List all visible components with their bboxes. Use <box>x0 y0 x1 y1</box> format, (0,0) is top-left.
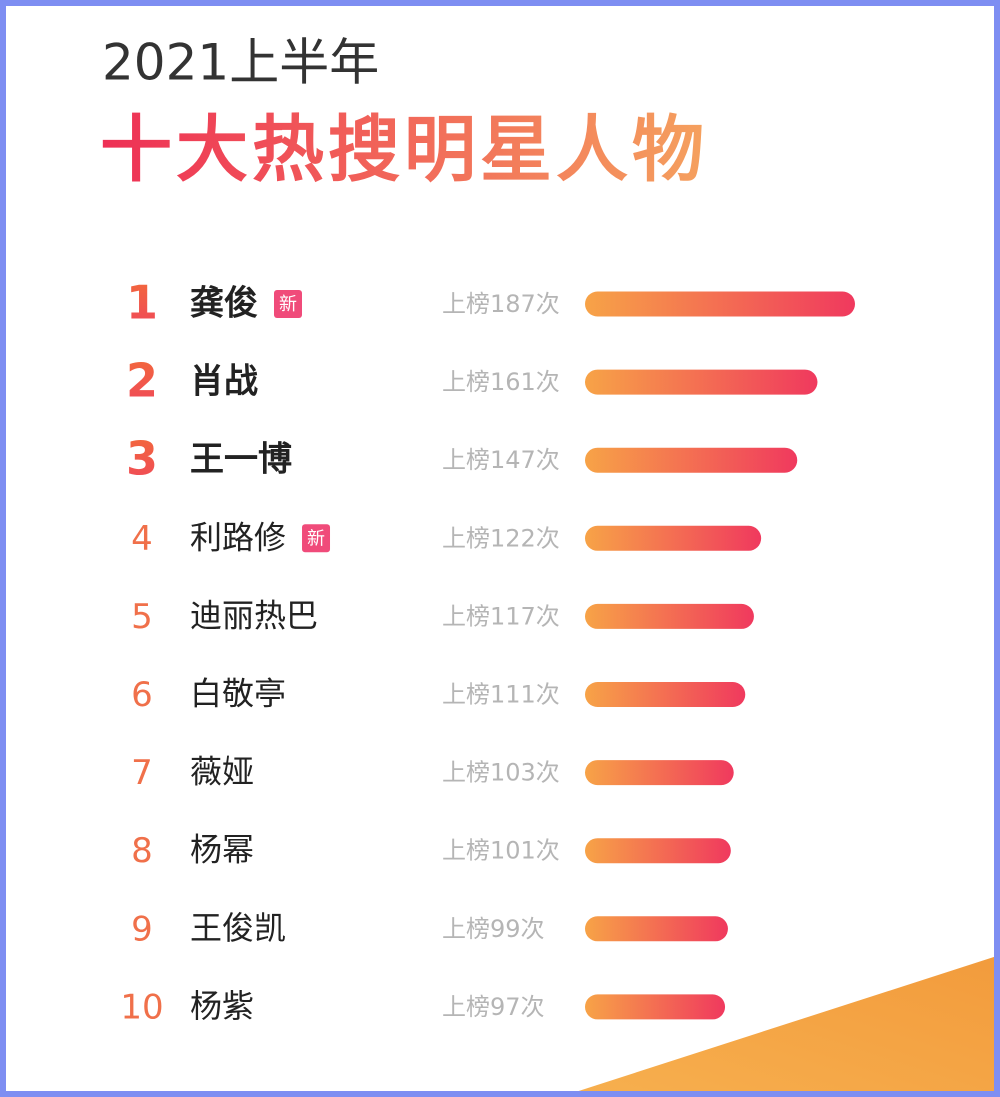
rank: 10 <box>120 987 163 1027</box>
value-label: 上榜187次 <box>442 290 560 318</box>
value-label: 上榜111次 <box>442 681 560 709</box>
badge-bg <box>274 290 302 318</box>
bar <box>585 447 798 473</box>
name: 杨紫 <box>190 987 254 1025</box>
value-label: 上榜99次 <box>442 915 545 943</box>
value-label: 上榜101次 <box>442 837 560 865</box>
value-label: 上榜147次 <box>442 446 560 474</box>
name: 龚俊 <box>190 284 258 324</box>
chart-subtitle: 十大热搜明星人物 <box>100 108 708 192</box>
bar <box>585 291 855 317</box>
bar <box>585 682 746 707</box>
name: 肖战 <box>190 362 258 402</box>
bar <box>585 603 754 629</box>
bar <box>585 369 818 395</box>
value-label: 上榜103次 <box>442 759 560 787</box>
rank: 9 <box>131 909 153 949</box>
corner-decoration <box>560 955 1000 1097</box>
value-label: 上榜161次 <box>442 368 560 396</box>
bar <box>585 760 734 786</box>
name: 杨幂 <box>190 831 254 869</box>
rank: 5 <box>131 597 153 637</box>
name: 白敬亭 <box>190 675 286 713</box>
value-label: 上榜122次 <box>442 524 560 552</box>
bar <box>585 994 726 1020</box>
rank: 3 <box>126 432 158 486</box>
badge: 新 <box>307 528 325 549</box>
rank: 2 <box>126 354 158 408</box>
name: 王俊凯 <box>190 909 286 947</box>
rank: 6 <box>131 675 153 715</box>
name: 薇娅 <box>190 753 254 791</box>
badge: 新 <box>279 294 297 315</box>
value-label: 上榜117次 <box>442 602 560 630</box>
bar <box>585 916 728 942</box>
bar <box>585 525 762 551</box>
bar <box>585 838 731 864</box>
name: 利路修 <box>190 518 286 556</box>
chart-title: 2021上半年 <box>102 34 379 92</box>
badge-bg <box>302 524 331 553</box>
name: 迪丽热巴 <box>190 596 318 634</box>
value-label: 上榜97次 <box>442 993 545 1021</box>
name: 王一博 <box>190 440 292 480</box>
rank: 1 <box>126 276 158 330</box>
rank: 8 <box>131 831 153 871</box>
rank: 4 <box>131 519 153 559</box>
rank: 7 <box>131 753 153 793</box>
